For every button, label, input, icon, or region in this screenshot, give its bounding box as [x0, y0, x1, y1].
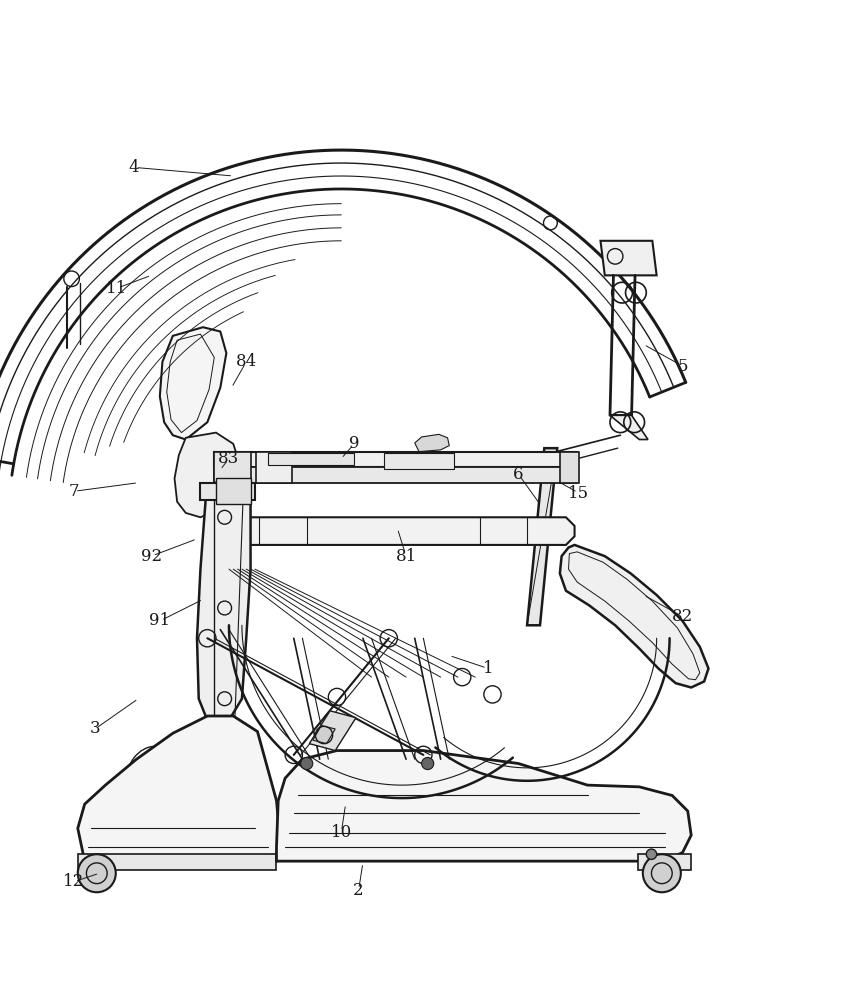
Bar: [214, 452, 577, 467]
Polygon shape: [309, 711, 356, 751]
Circle shape: [78, 854, 116, 892]
Polygon shape: [600, 241, 657, 275]
Text: 10: 10: [331, 824, 352, 841]
Bar: [256, 452, 292, 483]
Polygon shape: [200, 483, 255, 500]
Polygon shape: [197, 483, 251, 720]
Circle shape: [422, 757, 434, 770]
Text: 6: 6: [513, 466, 524, 483]
Bar: [268, 453, 354, 465]
Text: 92: 92: [141, 548, 162, 565]
Text: 9: 9: [349, 435, 359, 452]
Text: 5: 5: [677, 358, 688, 375]
Bar: [214, 452, 251, 483]
Polygon shape: [313, 726, 335, 744]
Bar: [78, 854, 276, 870]
Text: 15: 15: [569, 485, 589, 502]
Text: 1: 1: [483, 660, 493, 677]
Polygon shape: [610, 415, 648, 440]
Bar: [216, 478, 251, 504]
Polygon shape: [415, 434, 449, 452]
Polygon shape: [160, 327, 226, 440]
Polygon shape: [78, 716, 281, 861]
Text: 84: 84: [236, 353, 257, 370]
Polygon shape: [560, 545, 708, 687]
Text: 11: 11: [106, 280, 127, 297]
Text: 2: 2: [353, 882, 364, 899]
Text: 7: 7: [68, 483, 79, 500]
Bar: [214, 467, 577, 483]
Text: 3: 3: [90, 720, 100, 737]
Bar: [384, 453, 454, 469]
Circle shape: [646, 849, 657, 859]
Polygon shape: [276, 751, 691, 861]
Text: 91: 91: [149, 612, 170, 629]
Text: 12: 12: [63, 873, 84, 890]
Ellipse shape: [125, 746, 186, 824]
Bar: [638, 854, 691, 870]
Polygon shape: [527, 448, 557, 625]
Text: 4: 4: [129, 159, 139, 176]
Text: 81: 81: [396, 548, 416, 565]
Circle shape: [643, 854, 681, 892]
Text: 83: 83: [219, 450, 239, 467]
Polygon shape: [207, 517, 575, 545]
Bar: [560, 452, 579, 483]
Circle shape: [301, 757, 313, 770]
Ellipse shape: [340, 780, 403, 828]
Polygon shape: [175, 433, 240, 517]
Text: 82: 82: [672, 608, 693, 625]
Ellipse shape: [496, 780, 558, 828]
